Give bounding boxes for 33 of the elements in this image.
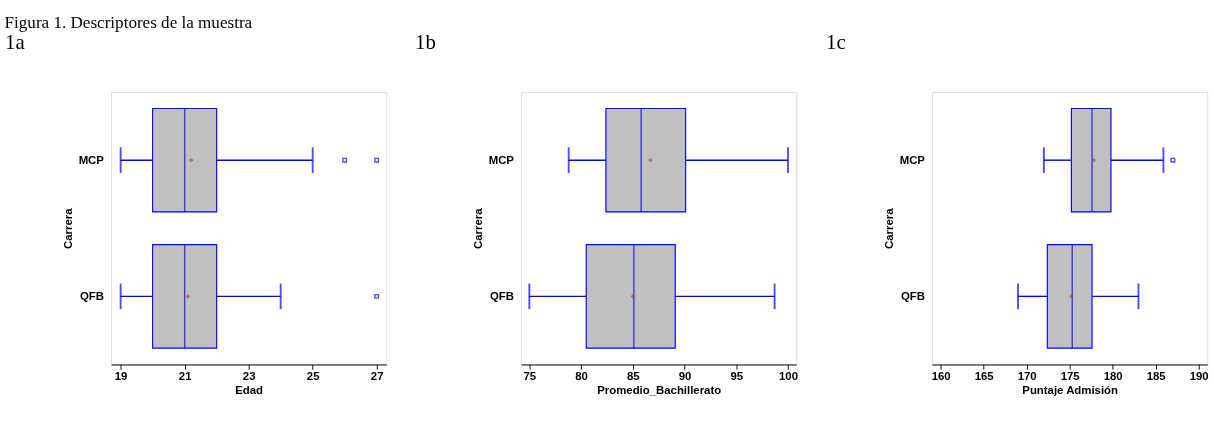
chart-title: 1c (826, 30, 846, 55)
x-tick-label: 85 (626, 370, 641, 383)
x-tick-label: 27 (370, 370, 384, 383)
x-tick-label: 80 (575, 370, 588, 383)
x-tick-label: 175 (1060, 370, 1081, 383)
y-axis-title: Carrera (882, 207, 895, 249)
x-tick-label: 90 (678, 370, 692, 383)
x-tick-label: 180 (1103, 370, 1123, 383)
x-axis-title: Promedio_Bachillerato (597, 384, 722, 397)
y-axis-title: Carrera (472, 207, 485, 249)
x-tick-label: 75 (523, 370, 537, 383)
y-tick-label: MCP (899, 153, 926, 166)
x-tick-label: 185 (1146, 370, 1167, 383)
x-tick-label: 21 (178, 370, 193, 383)
x-tick-label: 190 (1189, 370, 1209, 383)
x-tick-label: 160 (931, 370, 951, 383)
x-tick-label: 19 (114, 370, 128, 383)
y-tick-label: QFB (79, 290, 104, 303)
y-tick-label: MCP (488, 153, 515, 166)
text: Figura 1. Descriptores de la muestra (4, 13, 253, 33)
y-axis-title: Carrera (61, 207, 74, 249)
y-tick-label: QFB (900, 290, 925, 303)
x-tick-label: 95 (730, 370, 744, 383)
x-tick-label: 170 (1017, 370, 1037, 383)
y-tick-label: QFB (489, 290, 514, 303)
chart-title: 1b (415, 30, 436, 55)
y-tick-label: MCP (78, 153, 105, 166)
x-tick-label: 100 (779, 370, 799, 383)
x-tick-label: 165 (974, 370, 995, 383)
x-axis-title: Puntaje Admisión (1022, 384, 1119, 397)
x-tick-label: 25 (306, 370, 321, 383)
x-axis-title: Edad (235, 384, 264, 397)
x-tick-label: 23 (242, 370, 256, 383)
